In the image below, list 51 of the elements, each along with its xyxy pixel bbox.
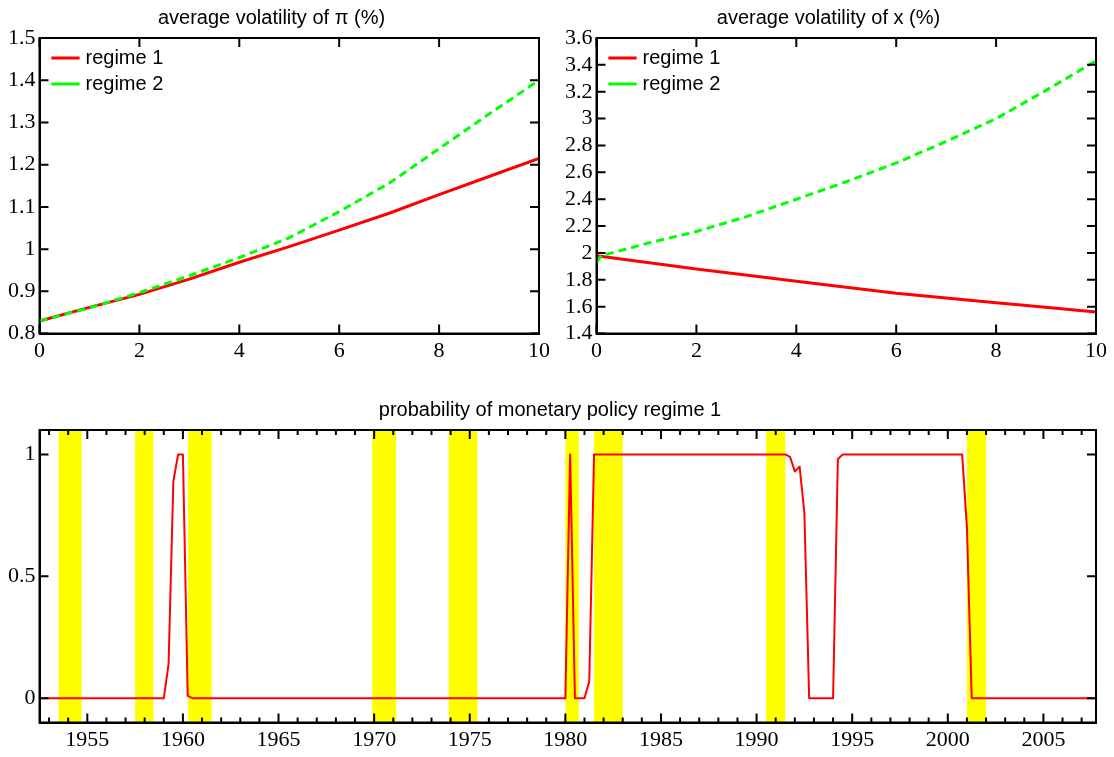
- x-tick-label: 10: [1085, 336, 1107, 362]
- y-tick-label: 1.5: [8, 23, 36, 49]
- legend-label: regime 2: [642, 71, 721, 94]
- x-tick-label: 6: [333, 336, 345, 362]
- x-tick-label: 10: [528, 336, 550, 362]
- y-tick-label: 2: [581, 238, 593, 264]
- x-tick-label: 1985: [638, 725, 683, 751]
- y-tick-label: 3.6: [565, 23, 593, 49]
- y-tick-label: 3.4: [565, 50, 593, 76]
- y-tick-label: 2.8: [565, 131, 593, 157]
- x-tick-label: 1975: [447, 725, 492, 751]
- chart-title: probability of monetary policy regime 1: [378, 397, 722, 420]
- x-tick-label: 1955: [65, 725, 110, 751]
- y-tick-label: 0: [24, 684, 36, 709]
- y-tick-label: 0.8: [8, 319, 36, 345]
- y-tick-label: 3: [581, 104, 593, 130]
- x-tick-label: 6: [890, 336, 902, 362]
- y-tick-label: 1.2: [8, 150, 36, 176]
- y-tick-label: 1: [24, 234, 36, 260]
- y-tick-label: 0.5: [8, 562, 36, 588]
- y-tick-label: 3.2: [565, 77, 593, 103]
- x-tick-label: 2: [133, 336, 145, 362]
- x-tick-label: 1970: [352, 725, 397, 751]
- x-tick-label: 1980: [543, 725, 588, 751]
- x-tick-label: 2005: [1021, 725, 1066, 751]
- x-tick-label: 1960: [160, 725, 205, 751]
- x-tick-label: 2: [690, 336, 702, 362]
- y-tick-label: 2.6: [565, 158, 593, 184]
- legend-label: regime 2: [85, 71, 164, 94]
- legend-label: regime 1: [85, 45, 164, 68]
- y-tick-label: 2.4: [565, 185, 593, 211]
- y-tick-label: 1: [24, 440, 36, 466]
- y-tick-label: 1.8: [565, 265, 593, 291]
- x-tick-label: 4: [790, 336, 802, 362]
- y-tick-label: 0.9: [8, 277, 36, 303]
- y-tick-label: 1.4: [565, 319, 593, 345]
- chart-title: average volatility of x (%): [716, 5, 941, 28]
- x-tick-label: 8: [990, 336, 1002, 362]
- legend-label: regime 1: [642, 45, 721, 68]
- y-tick-label: 1.4: [8, 66, 36, 92]
- x-tick-label: 1995: [830, 725, 875, 751]
- y-tick-label: 2.2: [565, 211, 593, 237]
- x-tick-label: 4: [233, 336, 245, 362]
- x-tick-label: 1990: [734, 725, 779, 751]
- y-tick-label: 1.3: [8, 108, 36, 134]
- x-tick-label: 2000: [925, 725, 970, 751]
- y-tick-label: 1.1: [8, 192, 36, 218]
- x-tick-label: 1965: [256, 725, 301, 751]
- y-tick-label: 1.6: [565, 292, 593, 318]
- x-tick-label: 8: [433, 336, 445, 362]
- chart-title: average volatility of π (%): [157, 5, 386, 28]
